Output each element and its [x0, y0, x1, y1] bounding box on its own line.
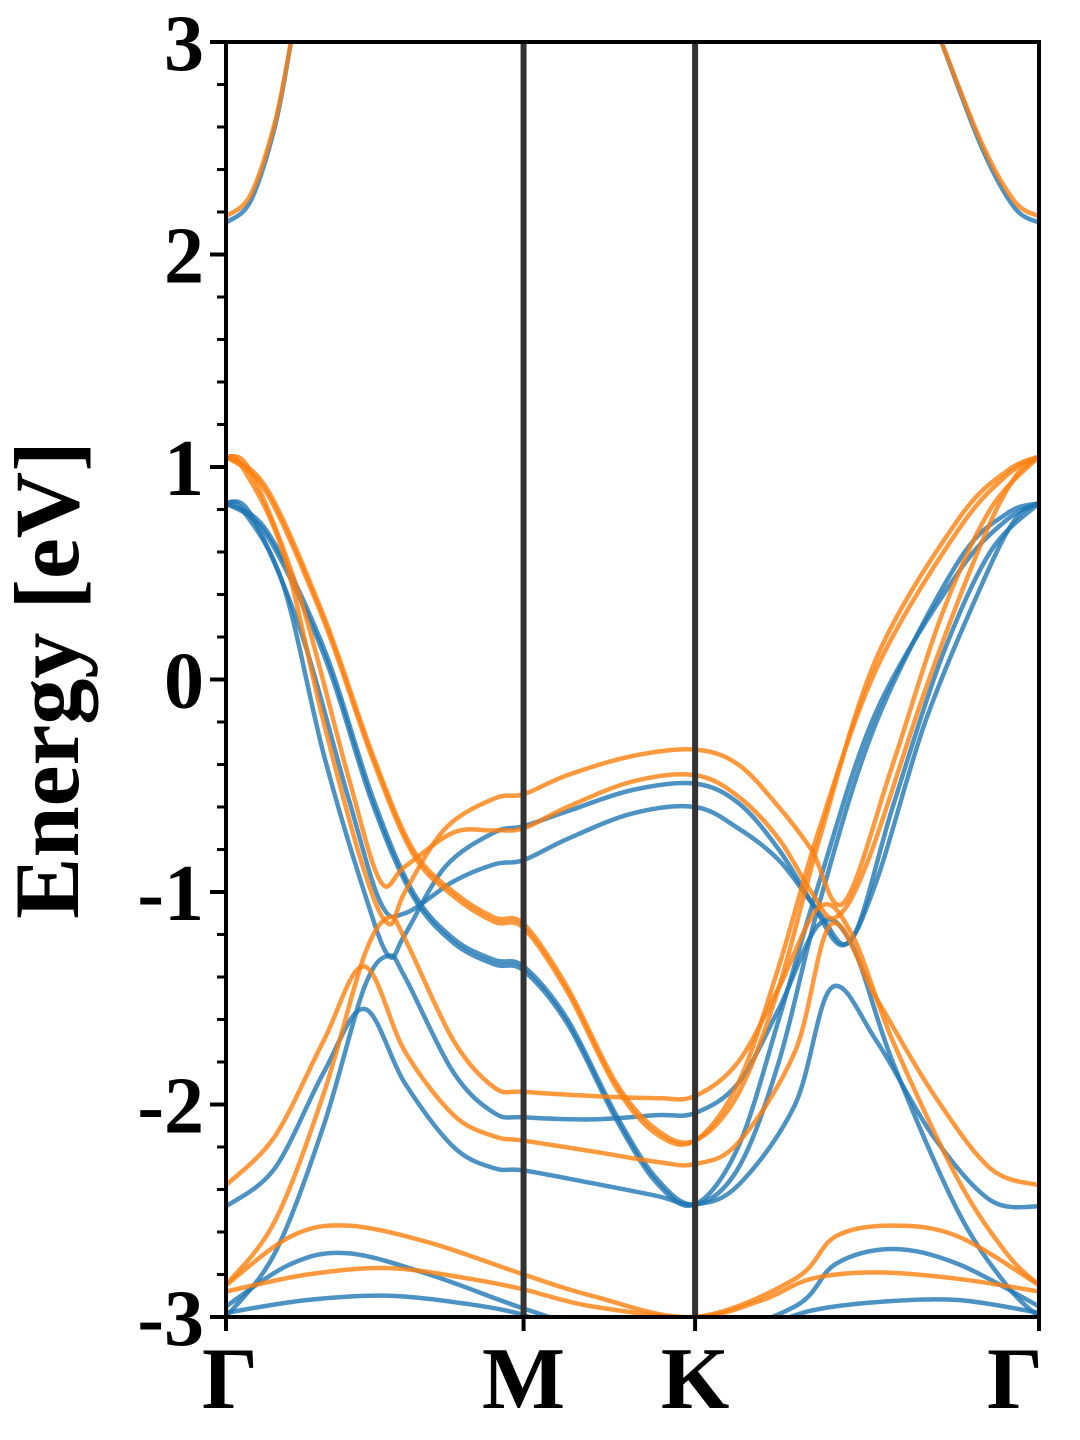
- band-line-2: [939, 42, 1039, 225]
- y-axis-ticks: -3 -2 -1 0 1 2 3: [137, 0, 226, 1363]
- band-line-19: [226, 902, 1039, 1288]
- y-tick-label: -3: [137, 1275, 204, 1363]
- band-line-8: [226, 499, 1039, 960]
- high-symmetry-lines: [520, 42, 699, 1317]
- x-tick-label: K: [661, 1331, 729, 1428]
- y-tick-label: 1: [164, 425, 204, 513]
- y-axis-label: Energy [eV]: [0, 441, 98, 919]
- band-line-16: [226, 453, 1039, 921]
- y-tick-label: -1: [137, 850, 204, 938]
- y-tick-label: 2: [164, 213, 204, 301]
- band-lines: [226, 42, 1039, 1317]
- x-tick-label: Γ: [987, 1331, 1043, 1428]
- band-line-7: [226, 499, 1039, 948]
- band-line-6: [226, 500, 1039, 1209]
- band-line-20: [226, 1223, 1039, 1317]
- y-tick-label: 0: [164, 638, 204, 726]
- band-line-4: [939, 42, 1039, 219]
- band-line-1: [226, 42, 294, 225]
- band-line-17: [226, 454, 1039, 927]
- band-line-21: [226, 1265, 1039, 1317]
- band-line-10: [226, 917, 1039, 1317]
- y-tick-label: -2: [137, 1063, 204, 1151]
- band-line-13: [783, 1297, 1039, 1317]
- x-tick-label: Γ: [202, 1331, 258, 1428]
- band-line-3: [226, 42, 294, 219]
- y-tick-label: 3: [164, 0, 204, 88]
- x-tick-label: M: [482, 1331, 565, 1428]
- band-line-11: [226, 1246, 1039, 1317]
- band-line-15: [226, 454, 1039, 1147]
